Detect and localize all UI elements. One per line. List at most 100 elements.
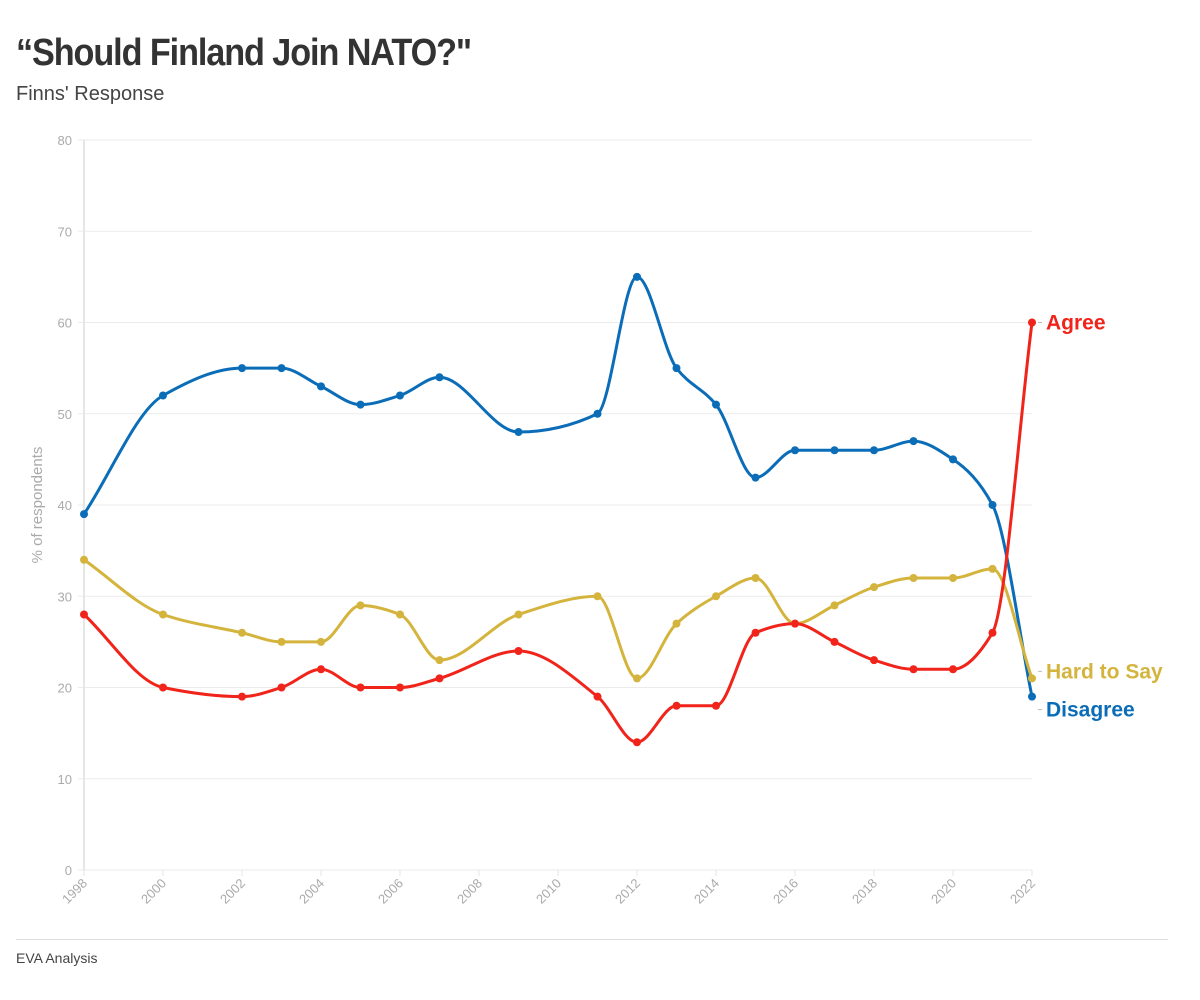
disagree-point: [751, 473, 760, 482]
disagree-point: [277, 364, 286, 373]
disagree-point: [949, 455, 957, 464]
hard-to-say-point: [870, 583, 878, 592]
agree-point: [1028, 318, 1036, 327]
disagree-point: [988, 501, 997, 509]
chart-title: “Should Finland Join NATO?": [16, 32, 472, 74]
agree-point: [791, 619, 799, 628]
agree-point: [909, 665, 918, 674]
agree-point: [396, 683, 404, 692]
x-tick-label: 2000: [138, 876, 169, 907]
disagree-point: [356, 400, 365, 409]
x-tick-label: 2002: [217, 876, 248, 907]
y-tick-label: 80: [58, 133, 72, 148]
disagree-point: [791, 446, 799, 455]
line-chart: 0 10 20 30 40 50 60 70 80 1998 2000 2002 2004 2006 20…: [29, 133, 1163, 907]
disagree-point: [435, 373, 444, 382]
x-tick-label: 2012: [612, 876, 643, 907]
disagree-line: [82, 275, 1034, 697]
x-tick-label: 2006: [375, 876, 406, 907]
hard-to-say-point: [633, 674, 641, 683]
hard-to-say-point: [830, 601, 839, 610]
y-tick-label: 10: [58, 772, 72, 787]
x-tick-label: 2014: [691, 876, 722, 907]
disagree-point: [870, 446, 878, 455]
disagree-point: [396, 391, 404, 400]
x-tick-label: 2016: [770, 876, 801, 907]
agree-line: [82, 322, 1034, 744]
hard-to-say-line: [83, 558, 1034, 680]
x-tick-label: 2022: [1007, 876, 1038, 907]
hard-to-say-point: [672, 619, 681, 628]
agree-point: [159, 683, 167, 692]
hard-to-say-point: [396, 610, 404, 619]
y-tick-label: 0: [65, 863, 72, 878]
hard-to-say-point: [593, 592, 602, 601]
series-lines: [82, 275, 1034, 744]
disagree-point: [1028, 692, 1036, 701]
x-tick-label: 2018: [849, 876, 880, 907]
disagree-point: [317, 382, 325, 391]
footer-divider: [16, 939, 1168, 940]
hard-to-say-point: [988, 564, 997, 573]
hard-to-say-point: [317, 637, 325, 646]
hard-to-say-point: [435, 656, 444, 665]
gridlines: [78, 139, 1032, 871]
disagree-point: [712, 400, 720, 409]
series-points: [80, 272, 1036, 747]
hard-to-say-point: [949, 574, 957, 582]
hard-to-say-point: [514, 610, 523, 619]
y-tick-label: 60: [58, 316, 72, 331]
y-axis-label: % of respondents: [29, 447, 46, 564]
disagree-point: [159, 391, 167, 400]
disagree-point: [238, 364, 246, 373]
hard-to-say-label: Hard to Say: [1046, 660, 1163, 683]
x-tick-label: 2020: [928, 876, 959, 907]
y-tick-label: 40: [58, 498, 72, 513]
y-tick-label: 70: [58, 224, 72, 239]
hard-to-say-point: [80, 555, 88, 564]
x-tick-label: 2008: [454, 876, 485, 907]
disagree-point: [909, 437, 918, 446]
x-tick-label: 2004: [296, 876, 327, 907]
source-note: EVA Analysis: [16, 950, 98, 966]
hard-to-say-point: [712, 592, 720, 601]
x-axis-ticks: 1998 2000 2002 2004 2006 2008 2010 2012 2014 2016…: [59, 870, 1038, 907]
y-tick-label: 50: [58, 407, 72, 422]
agree-point: [712, 701, 720, 710]
x-tick-label: 2010: [533, 876, 564, 907]
y-axis-ticks: 0 10 20 30 40 50 60 70 80: [58, 133, 72, 878]
y-tick-label: 20: [58, 681, 72, 696]
disagree-point: [633, 272, 641, 281]
agree-point: [949, 665, 957, 674]
disagree-label: Disagree: [1046, 699, 1135, 722]
agree-point: [672, 701, 681, 710]
disagree-point: [593, 409, 602, 418]
agree-point: [988, 628, 997, 637]
chart-subtitle: Finns' Response: [16, 83, 165, 105]
hard-to-say-point: [909, 574, 918, 582]
disagree-point: [80, 510, 88, 519]
agree-point: [317, 665, 325, 674]
hard-to-say-point: [238, 628, 246, 637]
agree-point: [80, 610, 88, 619]
hard-to-say-point: [159, 610, 167, 619]
hard-to-say-point: [751, 574, 760, 582]
y-tick-label: 30: [58, 589, 72, 604]
agree-point: [514, 647, 523, 655]
agree-point: [435, 674, 444, 683]
x-tick-label: 1998: [59, 876, 90, 907]
agree-point: [238, 692, 246, 701]
agree-point: [593, 692, 602, 701]
disagree-point: [514, 428, 523, 436]
agree-point: [751, 628, 760, 637]
hard-to-say-point: [356, 601, 365, 610]
hard-to-say-point: [1028, 674, 1036, 683]
agree-point: [870, 656, 878, 665]
series-labels: Disagree Hard to Say Agree: [1038, 312, 1163, 722]
agree-point: [277, 683, 286, 692]
hard-to-say-point: [277, 637, 286, 646]
agree-point: [633, 738, 641, 747]
disagree-point: [830, 446, 839, 455]
disagree-point: [672, 364, 681, 373]
agree-label: Agree: [1046, 312, 1106, 335]
